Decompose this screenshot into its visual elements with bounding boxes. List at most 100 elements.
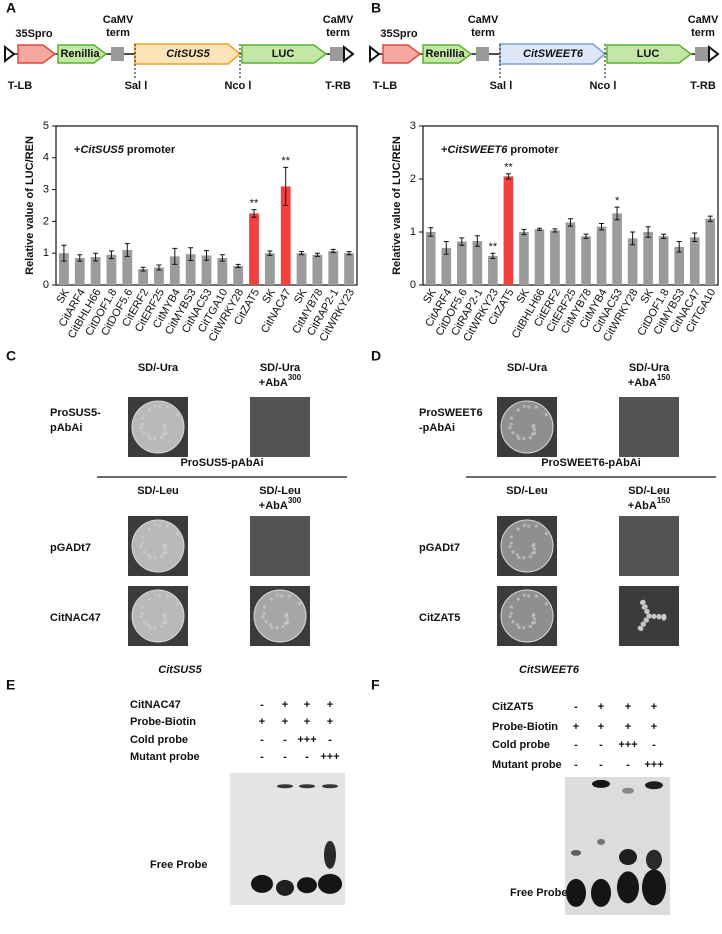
- row-label: ProSUS5-: [50, 407, 101, 419]
- bar: [550, 230, 560, 285]
- panel-label: A: [6, 0, 16, 16]
- site-label: Sal Ⅰ: [125, 80, 148, 92]
- colony-spot: [500, 589, 554, 643]
- y-axis-label: Relative value of LUC/REN: [391, 136, 403, 275]
- bar: [201, 255, 212, 285]
- significance-label: *: [615, 195, 620, 207]
- element-label: Renillia: [60, 48, 100, 60]
- concentration: 150: [657, 496, 671, 505]
- terminator: [476, 47, 489, 61]
- y-tick-label: 4: [43, 152, 49, 164]
- row-label: Cold probe: [130, 734, 188, 746]
- error-bar: [172, 247, 178, 265]
- bar: [122, 250, 133, 285]
- significance-label: **: [504, 162, 513, 174]
- error-bar: [583, 233, 589, 239]
- plate: [619, 516, 679, 576]
- lane-symbol: +: [625, 721, 631, 733]
- significance-label: **: [250, 198, 259, 210]
- texture: [544, 602, 549, 606]
- column-label: SD/-Leu: [506, 485, 548, 497]
- texture: [533, 620, 537, 625]
- texture: [158, 524, 162, 528]
- lane-symbol: +: [625, 701, 631, 713]
- texture: [147, 597, 151, 601]
- lane-symbol: +: [259, 716, 265, 728]
- lane-symbol: +: [573, 721, 579, 733]
- texture: [533, 431, 537, 436]
- texture: [142, 550, 146, 554]
- free-probe-label: Free Probe: [150, 859, 207, 871]
- construct-element: [606, 44, 693, 64]
- bar: [233, 265, 244, 285]
- texture: [164, 431, 168, 436]
- annotation-part: promoter: [124, 144, 176, 156]
- gel-band: [322, 784, 338, 789]
- column-label: SD/-Ura: [138, 362, 179, 374]
- lane-symbol: +: [651, 701, 657, 713]
- colony-spot: [500, 400, 554, 454]
- promoter-label: 35Spro: [380, 28, 418, 40]
- column-label: SD/-Ura: [260, 362, 301, 374]
- error-bar: [346, 251, 352, 256]
- texture: [147, 408, 151, 412]
- error-bar: [692, 232, 698, 243]
- gel-band: [251, 874, 273, 893]
- texture: [175, 413, 180, 417]
- gel-band: [276, 879, 294, 896]
- texture: [528, 554, 532, 559]
- texture: [532, 617, 537, 621]
- y-tick-label: 1: [43, 247, 49, 259]
- colony-spot: [131, 400, 185, 454]
- texture: [527, 594, 531, 598]
- texture: [511, 620, 515, 624]
- annotation-part: promoter: [507, 144, 559, 156]
- error-bar: [156, 264, 162, 271]
- row-label: Probe-Biotin: [492, 721, 558, 733]
- texture: [280, 594, 284, 598]
- bar: [612, 213, 622, 285]
- site-label: Sal Ⅰ: [490, 80, 513, 92]
- concentration: 300: [288, 373, 302, 382]
- lane-symbol: -: [260, 751, 264, 763]
- texture: [287, 594, 291, 598]
- element-label: LUC: [272, 48, 295, 60]
- bar: [457, 241, 467, 285]
- error-bar: [124, 243, 130, 257]
- gel-band: [619, 849, 637, 866]
- texture: [165, 405, 169, 409]
- construct-element: [382, 44, 422, 64]
- y-tick-label: 5: [43, 120, 49, 132]
- texture: [532, 428, 537, 432]
- texture: [517, 555, 521, 560]
- column-label: +AbA150: [628, 496, 671, 512]
- error-bar: [77, 254, 83, 262]
- texture: [509, 611, 513, 615]
- gel-band: [591, 878, 611, 907]
- construct-element: [17, 44, 57, 64]
- texture: [528, 435, 532, 440]
- texture: [139, 545, 143, 549]
- lane-symbol: +++: [644, 759, 663, 771]
- terminator: [695, 47, 708, 61]
- texture: [153, 436, 157, 441]
- error-bar: [568, 218, 573, 227]
- error-bar: [330, 248, 336, 254]
- gel-band: [297, 877, 317, 894]
- gene-label: CitSUS5: [166, 48, 210, 60]
- texture: [522, 625, 526, 630]
- panel-label: F: [371, 677, 380, 693]
- gel-band: [617, 871, 639, 904]
- texture: [527, 524, 531, 528]
- texture: [508, 426, 512, 430]
- site-label: Nco Ⅰ: [224, 80, 251, 92]
- texture: [175, 532, 180, 536]
- texture: [297, 602, 302, 606]
- treatment: +AbA: [259, 500, 288, 512]
- texture: [534, 405, 538, 409]
- error-bar: [707, 215, 713, 222]
- gel-band: [318, 873, 342, 894]
- texture: [509, 535, 514, 539]
- lane-symbol: -: [574, 701, 578, 713]
- error-bar: [428, 227, 434, 237]
